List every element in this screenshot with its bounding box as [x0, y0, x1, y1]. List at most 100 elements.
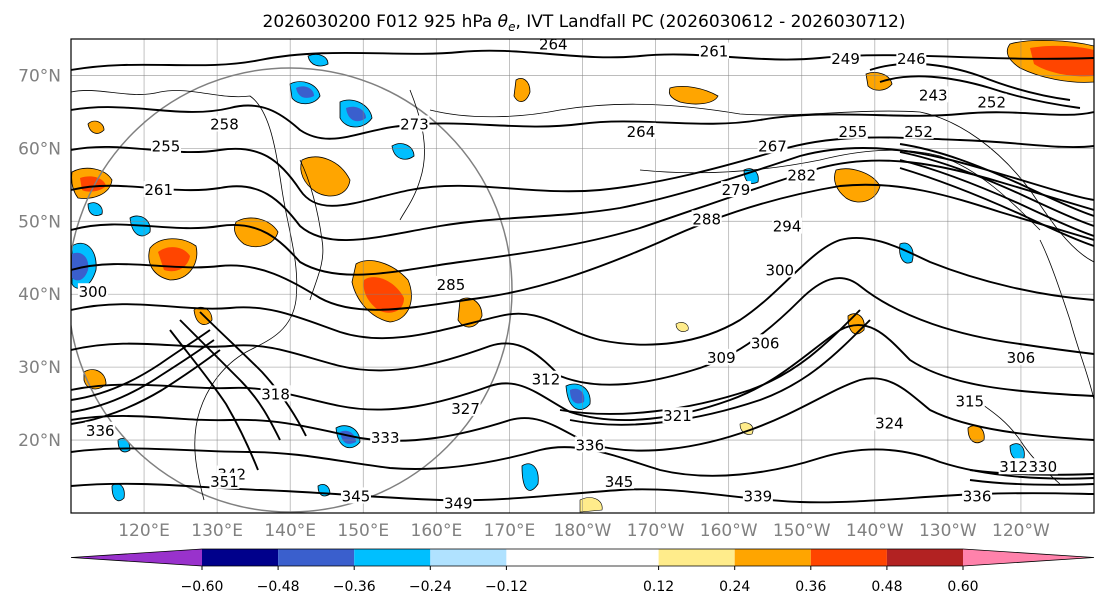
chart-title: 2026030200 F012 925 hPa θe, IVT Landfall…	[263, 12, 906, 34]
contour-line	[71, 277, 1094, 386]
contour-label: 261	[700, 43, 729, 61]
contour-line	[71, 147, 1094, 242]
contour-line	[879, 75, 1081, 109]
contour-label: 255	[152, 137, 181, 155]
colorbar-segment	[202, 549, 279, 566]
contour-label: 312	[532, 371, 561, 389]
lon-tick-label: 160°E	[411, 521, 463, 541]
contour-label: 333	[371, 429, 400, 447]
contour-label-background	[706, 348, 737, 365]
contour-label-background	[699, 42, 730, 59]
contour-label: 327	[451, 400, 480, 418]
colorbar-tick-label: −0.36	[333, 579, 376, 595]
contour-label-background	[370, 429, 401, 446]
contour-label-background	[260, 385, 291, 402]
coastline	[299, 159, 324, 301]
contour-label-background	[830, 49, 861, 66]
contour-line	[559, 309, 861, 415]
shading-orange-patch	[300, 156, 351, 197]
contour-label: 288	[692, 210, 721, 228]
contour-label: 249	[831, 50, 860, 68]
contour-line	[71, 183, 1094, 311]
contour-label-background	[837, 122, 868, 139]
colorbar-tick-label: 0.60	[947, 579, 978, 595]
lat-tick-label: 20°N	[18, 431, 61, 451]
contour-label: 252	[977, 94, 1006, 112]
contour-label: 345	[342, 487, 371, 505]
contour-label-background	[742, 487, 773, 504]
contour-label: 285	[437, 276, 466, 294]
lon-tick-label: 120°E	[118, 521, 170, 541]
contour-label-background	[757, 137, 788, 154]
contour-line	[71, 349, 221, 425]
shading-yellow-patch	[579, 497, 603, 513]
contour-label-background	[720, 181, 751, 198]
contour-label: 339	[744, 487, 773, 505]
contour-label: 267	[758, 137, 787, 155]
contour-label-background	[399, 115, 430, 132]
contour-line	[899, 143, 1094, 217]
lat-tick-label: 50°N	[18, 212, 61, 232]
contour-label-background	[604, 472, 635, 489]
contour-line	[569, 319, 871, 426]
positive-shading	[71, 39, 1094, 513]
colorbar	[70, 548, 1095, 570]
contour-label-background	[1027, 458, 1058, 475]
contour-line	[71, 329, 211, 401]
latitude-labels: 70°N 60°N 50°N 40°N 30°N 20°N	[18, 66, 61, 451]
colorbar-tick-label: 0.36	[795, 579, 826, 595]
contour-label: 312	[999, 458, 1028, 476]
title-subscript: e	[508, 20, 515, 34]
title-suffix: , IVT Landfall PC (2026030612 - 20260307…	[515, 12, 905, 32]
lon-tick-label: 130°E	[191, 521, 243, 541]
contour-label-background	[903, 122, 934, 139]
contour-label: 261	[144, 181, 173, 199]
contour-label: 336	[963, 487, 992, 505]
coastline	[399, 89, 425, 221]
shading-blue-patch	[391, 143, 415, 160]
coastline	[71, 90, 298, 501]
contour-line	[969, 479, 1094, 486]
contour-label-background	[874, 414, 905, 431]
contour-label-background	[143, 181, 174, 198]
shading-blue-patch	[87, 202, 103, 216]
contour-label-background	[150, 137, 181, 154]
lon-tick-label: 140°E	[264, 521, 316, 541]
contour-label-background	[954, 392, 985, 409]
contour-label-background	[662, 407, 693, 424]
contour-label-background	[443, 494, 474, 511]
contour-line	[71, 159, 1094, 276]
contour-label: 309	[707, 349, 736, 367]
contour-line	[71, 339, 215, 413]
contour-label-background	[998, 458, 1029, 475]
colorbar-segment	[354, 549, 431, 566]
contour-label: 255	[839, 123, 868, 141]
shading-yellow-patch	[675, 322, 689, 332]
shading-blue-patch	[307, 54, 329, 67]
contour-label: 264	[627, 123, 656, 141]
longitude-labels: 120°E 130°E 140°E 150°E 160°E 170°E 180°…	[118, 521, 1050, 541]
shading-red-patch	[363, 277, 404, 313]
contour-label: 324	[875, 414, 904, 432]
colorbar-tick-labels: −0.60 −0.48 −0.36 −0.24 −0.12 0.12 0.24 …	[181, 579, 979, 595]
shading-orange-patch	[513, 78, 531, 102]
lon-tick-label: 150°W	[773, 521, 831, 541]
contour-label-background	[750, 334, 781, 351]
contour-label: 279	[722, 181, 751, 199]
contour-line	[169, 329, 259, 471]
shading-blue-patch	[521, 463, 539, 491]
colorbar-segment	[278, 549, 355, 566]
contour-label-background	[450, 399, 481, 416]
colorbar-tick-label: 0.12	[643, 579, 674, 595]
map-frame	[70, 38, 1095, 514]
contour-label: 264	[539, 35, 568, 53]
colorbar-tick-label: 0.24	[719, 579, 750, 595]
contour-label-background	[764, 261, 795, 278]
contour-label: 318	[261, 385, 290, 403]
contour-label-background	[786, 166, 817, 183]
contour-label: 315	[955, 393, 984, 411]
colorbar-segment	[810, 549, 887, 566]
shading-darkblue-patch	[72, 252, 89, 281]
